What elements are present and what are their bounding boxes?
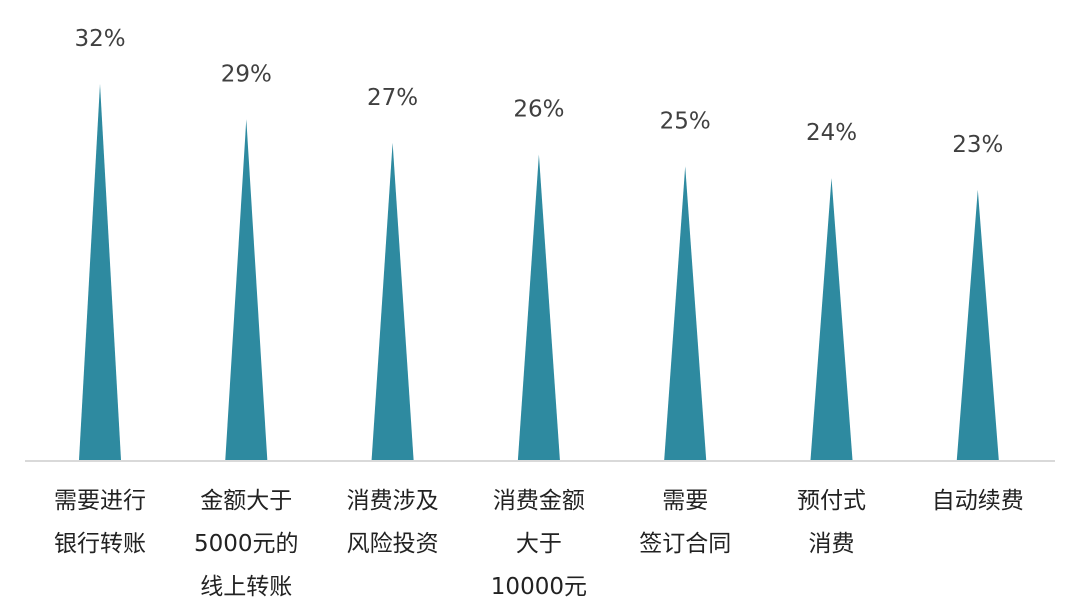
data-label: 29% (221, 61, 272, 87)
bar (810, 178, 853, 460)
data-label: 25% (660, 108, 711, 134)
bar (956, 189, 999, 460)
bar (79, 84, 121, 460)
category-label: 预付式 消费 (797, 488, 866, 557)
data-label: 27% (367, 85, 418, 111)
chart-marks: 32% 29% 27% 26% 25% 24% 23% (74, 26, 1003, 460)
bar (664, 166, 707, 460)
data-label: 26% (513, 97, 564, 123)
category-label: 消费涉及 风险投资 (346, 488, 439, 557)
category-label: 自动续费 (931, 488, 1024, 514)
category-label: 需要 签订合同 (639, 488, 732, 557)
category-label: 金额大于 5000元的 线上转账 (194, 488, 299, 600)
data-label: 23% (952, 132, 1003, 158)
data-label: 24% (806, 120, 857, 146)
bar (517, 154, 560, 460)
category-label: 需要进行 银行转账 (54, 488, 146, 557)
data-label: 32% (74, 26, 125, 52)
bar (225, 119, 268, 460)
bar (371, 142, 414, 460)
category-label: 消费金额 大于 10000元 (490, 488, 587, 600)
